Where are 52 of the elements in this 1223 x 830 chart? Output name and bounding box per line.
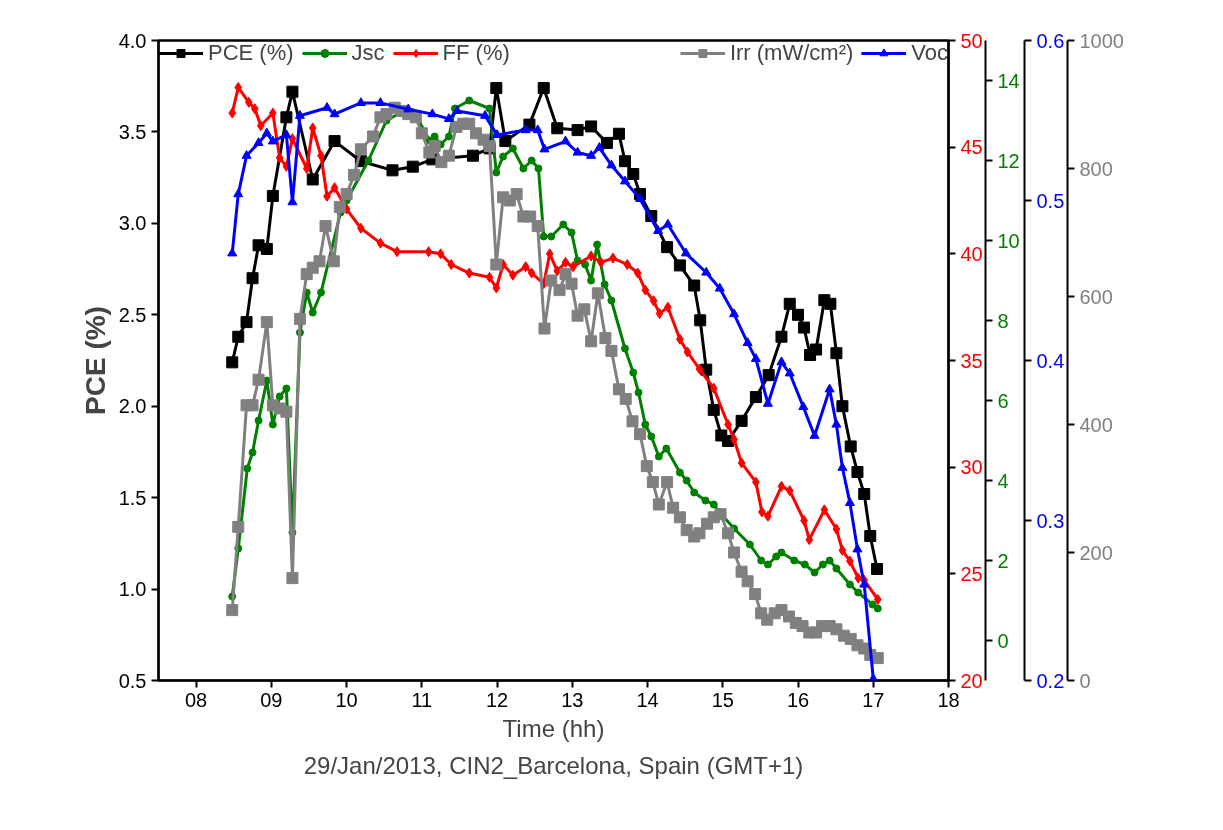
x-tick-label: 12 — [485, 688, 509, 711]
legend-label: FF (%) — [442, 40, 510, 66]
text: 29/Jan/2013, CIN2_Barcelona, Spain (GMT+1) — [303, 751, 804, 779]
y-tick-label: 0.4 — [1036, 349, 1065, 372]
y-tick-label: 0.5 — [1036, 189, 1065, 212]
y3-tick-label: 0 — [997, 629, 1009, 652]
y-tick-label: 2.0 — [118, 395, 147, 418]
y2-tick-label: 600 — [1079, 285, 1113, 308]
y2-tick-label: 800 — [1079, 157, 1113, 180]
x-tick-label: 11 — [411, 688, 433, 711]
y-axis-title: PCE (%) — [79, 306, 111, 415]
x-tick-label: 10 — [335, 688, 358, 711]
y2-tick-label: 0 — [1079, 669, 1091, 692]
y-tick-label: 3.5 — [118, 120, 147, 143]
y-tick-label: 0.5 — [118, 669, 147, 692]
legend-label: PCE (%) — [208, 40, 294, 66]
x-tick-label: 15 — [711, 688, 734, 711]
x-tick-label: 09 — [260, 688, 283, 711]
y2-tick-label: 45 — [960, 136, 983, 159]
x-tick-label: 08 — [185, 688, 208, 711]
y-tick-label: 2.5 — [118, 303, 147, 326]
y-tick-label: 0.6 — [1036, 29, 1065, 52]
y-tick-label: 0.3 — [1036, 509, 1065, 532]
y3-tick-label: 6 — [997, 389, 1009, 412]
y-tick-label: 0.2 — [1036, 669, 1065, 692]
x-tick-label: 16 — [786, 688, 810, 711]
x-axis-title: Time (hh) — [502, 714, 605, 742]
legend-label: Jsc — [351, 40, 385, 66]
y2-tick-label: 400 — [1079, 413, 1113, 436]
x-tick-label: 13 — [561, 688, 584, 711]
y-tick-label: 4.0 — [118, 29, 147, 52]
y3-tick-label: 2 — [997, 549, 1009, 572]
y2-tick-label: 40 — [960, 242, 983, 265]
y2-tick-label: 30 — [960, 456, 983, 479]
x-tick-label: 17 — [862, 688, 885, 711]
y3-tick-label: 10 — [997, 229, 1020, 252]
y2-tick-label: 35 — [960, 349, 983, 372]
y2-tick-label: 200 — [1079, 541, 1113, 564]
x-tick-label: 14 — [636, 688, 659, 711]
legend-label: Irr (mW/cm²) — [729, 40, 854, 66]
y2-tick-label: 20 — [960, 669, 983, 692]
y3-tick-label: 4 — [997, 469, 1009, 492]
y2-tick-label: 50 — [960, 29, 983, 52]
x-tick-label: 18 — [937, 688, 960, 711]
y-tick-label: 1.5 — [118, 486, 147, 509]
y3-tick-label: 12 — [997, 149, 1020, 172]
y2-tick-label: 1000 — [1079, 29, 1124, 52]
y-tick-label: 3.0 — [118, 212, 147, 235]
y3-tick-label: 14 — [997, 69, 1020, 92]
y3-tick-label: 8 — [997, 309, 1009, 332]
y-tick-label: 1.0 — [118, 578, 147, 601]
y2-tick-label: 25 — [960, 562, 983, 585]
